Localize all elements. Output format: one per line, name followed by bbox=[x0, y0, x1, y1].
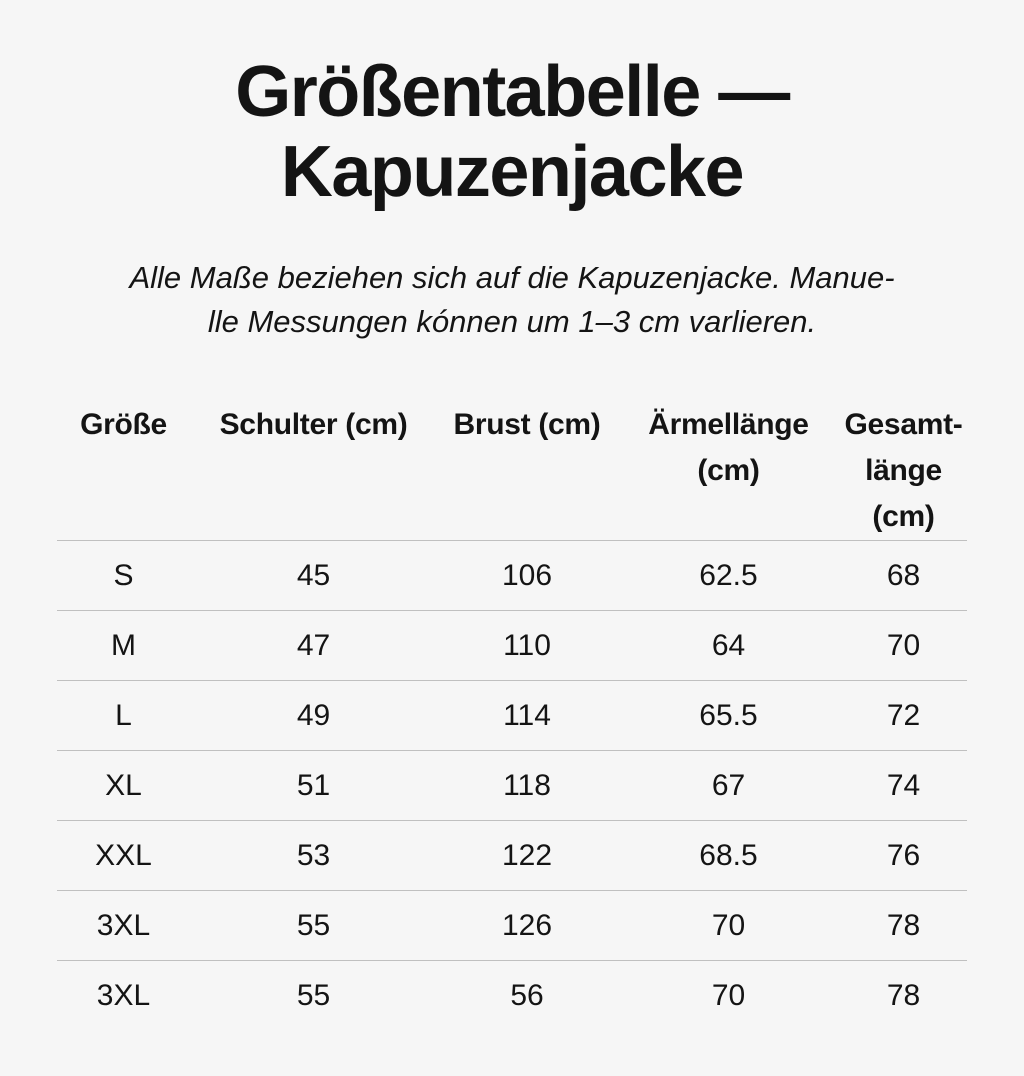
cell-sleeve: 67 bbox=[711, 768, 746, 802]
cell-chest: 114 bbox=[503, 698, 551, 732]
cell-shoulder: 55 bbox=[296, 978, 331, 1012]
cell-size: M bbox=[111, 628, 136, 662]
cell-shoulder: 51 bbox=[296, 768, 331, 802]
cell-chest: 122 bbox=[501, 838, 553, 872]
cell-size: 3XL bbox=[96, 908, 151, 942]
table-row: XL 51 118 67 74 bbox=[57, 750, 967, 821]
table-row: L 49 114 65.5 72 bbox=[57, 680, 967, 751]
cell-sleeve: 70 bbox=[711, 908, 746, 942]
cell-size: 3XL bbox=[96, 978, 151, 1012]
cell-sleeve: 62.5 bbox=[699, 558, 758, 592]
cell-chest: 118 bbox=[503, 768, 551, 802]
column-header-shoulder: Schulter (cm) bbox=[219, 408, 408, 441]
cell-length: 68 bbox=[886, 558, 921, 592]
size-chart-page: Größentabelle — Kapuzenjacke Alle Maße b… bbox=[0, 52, 1024, 1076]
table-row: 3XL 55 56 70 78 bbox=[57, 960, 967, 1031]
column-header-total-length: Gesamt- länge (cm) bbox=[844, 408, 963, 533]
cell-length: 70 bbox=[886, 628, 921, 662]
cell-size: S bbox=[113, 558, 134, 592]
cell-chest: 126 bbox=[501, 908, 553, 942]
cell-size: L bbox=[115, 698, 132, 732]
cell-chest: 110 bbox=[503, 628, 551, 662]
cell-sleeve: 64 bbox=[711, 628, 746, 662]
column-header-sleeve: Ärmellänge (cm) bbox=[648, 408, 809, 487]
table-row: S 45 106 62.5 68 bbox=[57, 540, 967, 611]
cell-size: XL bbox=[105, 768, 142, 802]
cell-length: 76 bbox=[886, 838, 921, 872]
cell-length: 78 bbox=[886, 978, 921, 1012]
page-title: Größentabelle — Kapuzenjacke bbox=[235, 52, 790, 212]
table-row: 3XL 55 126 70 78 bbox=[57, 890, 967, 961]
measurement-disclaimer: Alle Maße beziehen sich auf die Kapuzenj… bbox=[129, 260, 895, 339]
cell-shoulder: 49 bbox=[296, 698, 331, 732]
size-table: Größe Schulter (cm) Brust (cm) Ärmelläng… bbox=[57, 402, 967, 1031]
table-header-row: Größe Schulter (cm) Brust (cm) Ärmelläng… bbox=[57, 402, 967, 541]
cell-size: XXL bbox=[95, 838, 152, 872]
cell-length: 74 bbox=[886, 768, 921, 802]
cell-sleeve: 68.5 bbox=[699, 838, 758, 872]
cell-chest: 56 bbox=[510, 978, 544, 1012]
cell-shoulder: 53 bbox=[296, 838, 331, 872]
cell-length: 72 bbox=[886, 698, 921, 732]
table-row: M 47 110 64 70 bbox=[57, 610, 967, 681]
cell-length: 78 bbox=[886, 908, 921, 942]
cell-shoulder: 55 bbox=[296, 908, 331, 942]
column-header-chest: Brust (cm) bbox=[453, 408, 601, 441]
cell-shoulder: 47 bbox=[296, 628, 331, 662]
cell-sleeve: 70 bbox=[711, 978, 746, 1012]
column-header-size: Größe bbox=[80, 408, 167, 441]
cell-sleeve: 65.5 bbox=[699, 698, 758, 732]
cell-chest: 106 bbox=[501, 558, 553, 592]
cell-shoulder: 45 bbox=[296, 558, 331, 592]
table-row: XXL 53 122 68.5 76 bbox=[57, 820, 967, 891]
